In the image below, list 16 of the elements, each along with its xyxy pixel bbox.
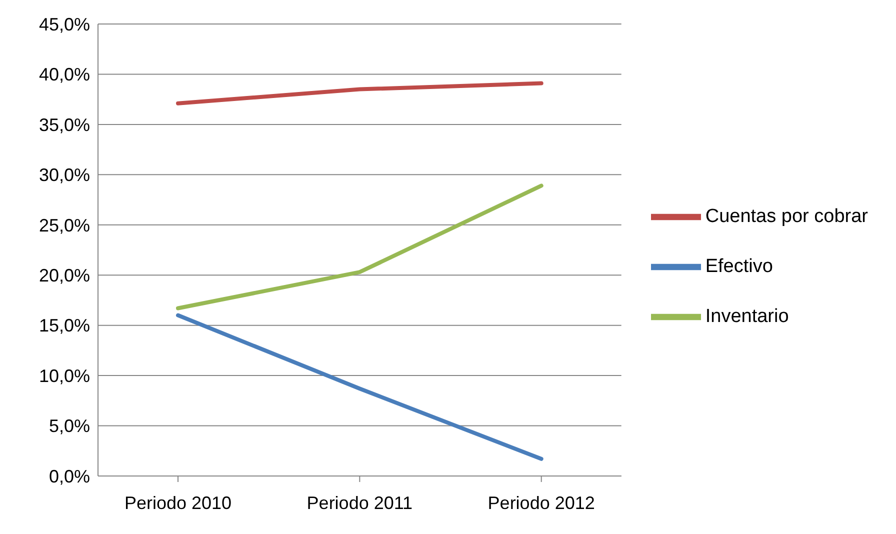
y-tick-label: 0,0% [48, 466, 90, 486]
legend-label: Inventario [705, 306, 789, 328]
y-tick-label: 45,0% [38, 14, 90, 34]
y-tick-label: 40,0% [38, 64, 90, 85]
legend-label: Efectivo [705, 256, 773, 278]
x-tick-label: Periodo 2010 [124, 492, 232, 513]
y-tick-label: 15,0% [38, 316, 90, 336]
y-tick-label: 30,0% [38, 165, 90, 186]
y-tick-label: 20,0% [38, 266, 90, 286]
x-tick-label: Periodo 2012 [488, 492, 595, 513]
y-tick-label: 35,0% [38, 114, 90, 135]
y-tick-label: 10,0% [38, 366, 90, 386]
legend-label: Cuentas por cobrar [705, 206, 868, 228]
y-tick-label: 25,0% [38, 215, 90, 236]
y-tick-label: 5,0% [48, 416, 90, 436]
x-tick-label: Periodo 2011 [306, 492, 413, 513]
